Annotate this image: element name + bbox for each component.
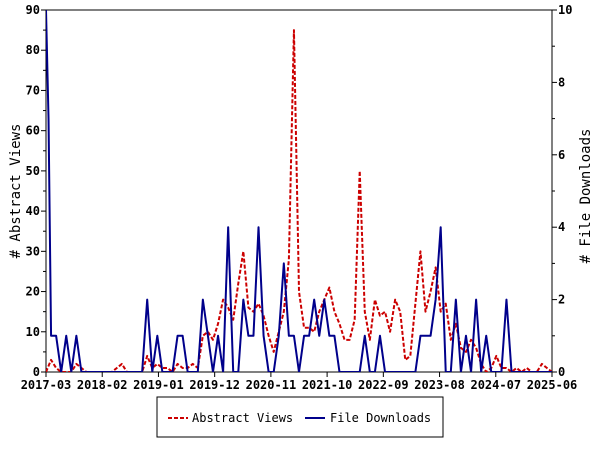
x-tick-label: 2019-12 xyxy=(189,378,240,392)
right-tick-label: 8 xyxy=(558,75,565,89)
left-tick-label: 20 xyxy=(26,285,40,299)
left-tick-label: 40 xyxy=(26,204,40,218)
left-tick-label: 70 xyxy=(26,83,40,97)
right-axis-title: # File Downloads xyxy=(578,129,594,264)
x-tick-label: 2024-07 xyxy=(470,378,521,392)
right-y-axis: 0 2 4 6 8 10 xyxy=(552,3,572,379)
x-tick-label: 2025-06 xyxy=(527,378,578,392)
left-tick-label: 50 xyxy=(26,164,40,178)
x-tick-label: 2022-09 xyxy=(358,378,409,392)
left-y-axis: 0 10 20 30 40 50 60 70 80 90 xyxy=(26,3,46,379)
left-tick-label: 90 xyxy=(26,3,40,17)
right-tick-label: 10 xyxy=(558,3,572,17)
series-line-file-downloads xyxy=(46,10,552,372)
plot-frame xyxy=(45,9,553,373)
right-tick-label: 2 xyxy=(558,293,565,307)
x-tick-label: 2019-01 xyxy=(133,378,184,392)
left-tick-label: 80 xyxy=(26,43,40,57)
series-layer xyxy=(46,10,552,372)
left-tick-label: 60 xyxy=(26,124,40,138)
left-axis-title: # Abstract Views xyxy=(8,124,24,259)
legend-label-file-downloads: File Downloads xyxy=(330,411,431,425)
legend-box xyxy=(156,396,444,438)
x-tick-label: 2021-10 xyxy=(302,378,353,392)
right-tick-label: 4 xyxy=(558,220,565,234)
legend: Abstract Views File Downloads xyxy=(156,396,444,438)
x-tick-label: 2018-02 xyxy=(77,378,128,392)
x-axis: 2017-03 2018-02 2019-01 2019-12 2020-11 2021-… xyxy=(21,372,578,392)
left-tick-label: 30 xyxy=(26,244,40,258)
x-tick-label: 2017-03 xyxy=(21,378,72,392)
series-line-abstract-views xyxy=(46,29,552,372)
right-tick-label: 0 xyxy=(558,365,565,379)
x-tick-label: 2023-08 xyxy=(414,378,465,392)
left-tick-label: 10 xyxy=(26,325,40,339)
left-tick-label: 0 xyxy=(33,365,40,379)
right-tick-label: 6 xyxy=(558,148,565,162)
x-tick-label: 2020-11 xyxy=(246,378,297,392)
legend-label-abstract-views: Abstract Views xyxy=(192,411,293,425)
